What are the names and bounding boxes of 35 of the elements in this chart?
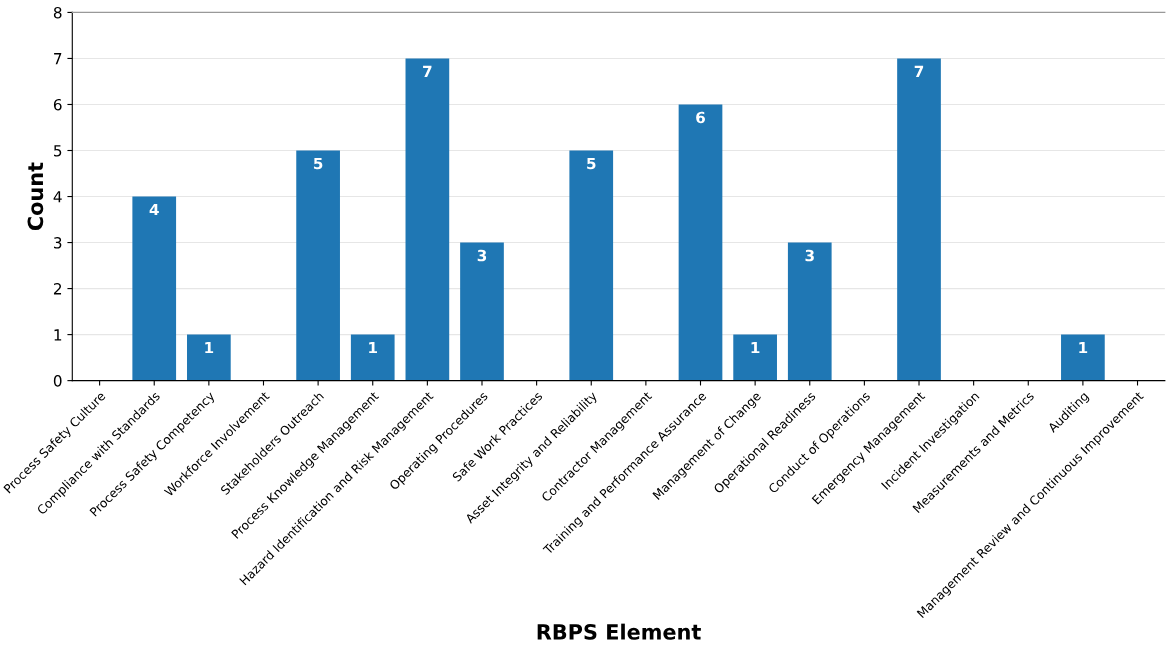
data-label: 3 — [805, 249, 814, 262]
y-tick-label: 8 — [53, 6, 62, 19]
data-label: 5 — [587, 157, 596, 170]
data-label: 5 — [313, 157, 323, 170]
data-label: 3 — [477, 249, 487, 262]
data-label: 6 — [696, 111, 705, 124]
data-label: 1 — [1079, 341, 1088, 354]
bar — [1061, 334, 1105, 381]
bar — [733, 334, 777, 381]
data-label: 4 — [149, 203, 159, 216]
y-tick-label: 1 — [54, 329, 62, 341]
bar — [350, 334, 395, 381]
y-axis-title: Count — [27, 162, 44, 231]
bar — [405, 58, 450, 381]
y-tick-label: 2 — [53, 283, 62, 295]
bar — [187, 334, 231, 381]
data-label: 1 — [369, 341, 378, 354]
y-tick-label: 4 — [53, 191, 62, 203]
y-tick-label: 7 — [54, 53, 62, 65]
y-tick-label: 3 — [54, 237, 62, 249]
bar — [897, 58, 941, 381]
x-axis-title: RBPS Element — [537, 623, 701, 640]
y-tick-label: 0 — [53, 375, 62, 387]
data-label: 1 — [205, 341, 214, 354]
data-label: 7 — [914, 65, 924, 77]
data-label: 1 — [751, 341, 760, 354]
bar — [132, 196, 177, 381]
y-tick-label: 6 — [53, 98, 62, 111]
bar — [787, 242, 832, 381]
bar — [296, 150, 340, 381]
y-tick-label: 5 — [54, 145, 62, 157]
bar — [569, 150, 614, 381]
data-label: 7 — [423, 65, 432, 77]
bar — [460, 242, 504, 381]
bar — [678, 104, 723, 381]
